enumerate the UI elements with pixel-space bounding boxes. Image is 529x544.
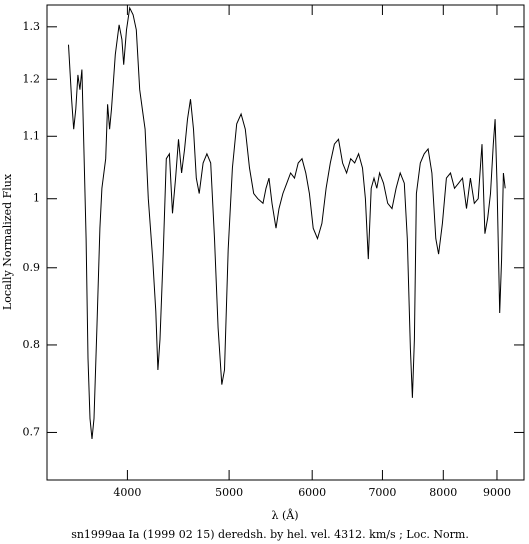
x-tick-label: 5000 bbox=[215, 486, 243, 499]
chart-title: sn1999aa Ia (1999 02 15) deredsh. by hel… bbox=[71, 528, 469, 541]
y-tick-label: 1.2 bbox=[23, 72, 41, 85]
x-axis-label: λ (Å) bbox=[272, 508, 299, 522]
x-tick-label: 6000 bbox=[298, 486, 326, 499]
y-axis-label: Locally Normalized Flux bbox=[1, 173, 14, 310]
y-tick-label: 0.7 bbox=[23, 425, 41, 438]
y-tick-label: 0.8 bbox=[23, 338, 41, 351]
y-tick-label: 1 bbox=[33, 192, 40, 205]
y-tick-label: 1.1 bbox=[23, 129, 41, 142]
y-tick-label: 1.3 bbox=[23, 20, 41, 33]
y-tick-label: 0.9 bbox=[23, 261, 41, 274]
x-tick-label: 9000 bbox=[483, 486, 511, 499]
x-tick-label: 7000 bbox=[368, 486, 396, 499]
spectrum-line bbox=[68, 6, 506, 440]
x-tick-label: 4000 bbox=[113, 486, 141, 499]
plot-frame bbox=[46, 4, 525, 481]
x-tick-label: 8000 bbox=[429, 486, 457, 499]
